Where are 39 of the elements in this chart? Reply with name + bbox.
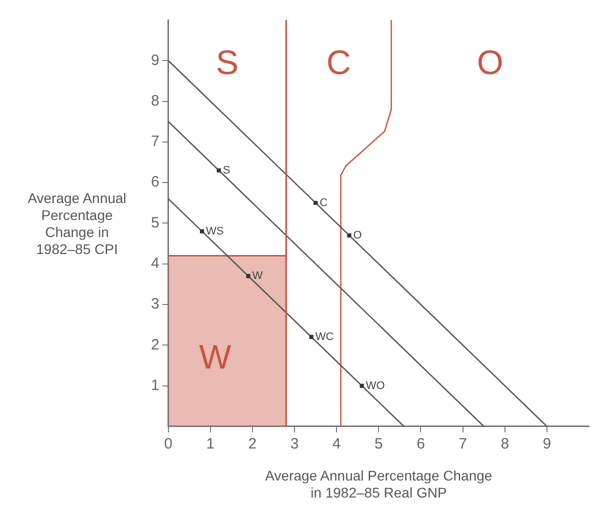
point xyxy=(309,334,314,340)
x-tick-label: 4 xyxy=(332,436,341,453)
x-axis-title: Average Annual Percentage Change in 1982–85 Real GNP xyxy=(265,468,492,500)
point xyxy=(200,229,204,234)
y-tick-label: 2 xyxy=(151,336,160,354)
y-tick-label: 3 xyxy=(151,296,160,313)
y-tick-label: 6 xyxy=(151,174,160,191)
point xyxy=(347,233,352,238)
annotation: S xyxy=(216,44,239,82)
y-tick-label: 5 xyxy=(151,214,160,232)
point xyxy=(216,168,221,172)
x-tick-label: 2 xyxy=(248,436,257,453)
series-label: W xyxy=(199,338,232,376)
x-tick-label: 1 xyxy=(206,436,215,453)
x-tick-label: 5 xyxy=(374,436,383,453)
x-tick-label: 0 xyxy=(164,436,173,453)
y-tick-label: 9 xyxy=(151,52,160,69)
point xyxy=(246,274,250,278)
x-tick-label: 9 xyxy=(542,436,552,453)
x-tick-label: 8 xyxy=(500,436,510,453)
y-tick-label: 1 xyxy=(151,376,160,394)
x-tick-label: 6 xyxy=(416,436,425,453)
y-tick-label: 8 xyxy=(151,92,160,110)
annotation: C xyxy=(326,44,351,82)
annotation: O xyxy=(476,44,504,82)
x-tick-label: 3 xyxy=(290,436,299,453)
point xyxy=(314,200,318,205)
y-tick-label: 7 xyxy=(151,133,160,150)
y-tick-label: 4 xyxy=(151,254,160,272)
series-label: WO xyxy=(366,380,386,392)
series-label: WC xyxy=(315,331,334,344)
series-label: C xyxy=(320,196,328,209)
series-label: W xyxy=(252,270,264,282)
series-label: WS xyxy=(206,225,224,238)
y-axis-title: Average Annual Percentage Change in 1982–85 CPI xyxy=(26,190,128,258)
x-tick-label: 7 xyxy=(458,436,467,453)
series-label: O xyxy=(353,229,362,242)
series-label: S xyxy=(222,164,230,176)
point xyxy=(360,384,364,388)
